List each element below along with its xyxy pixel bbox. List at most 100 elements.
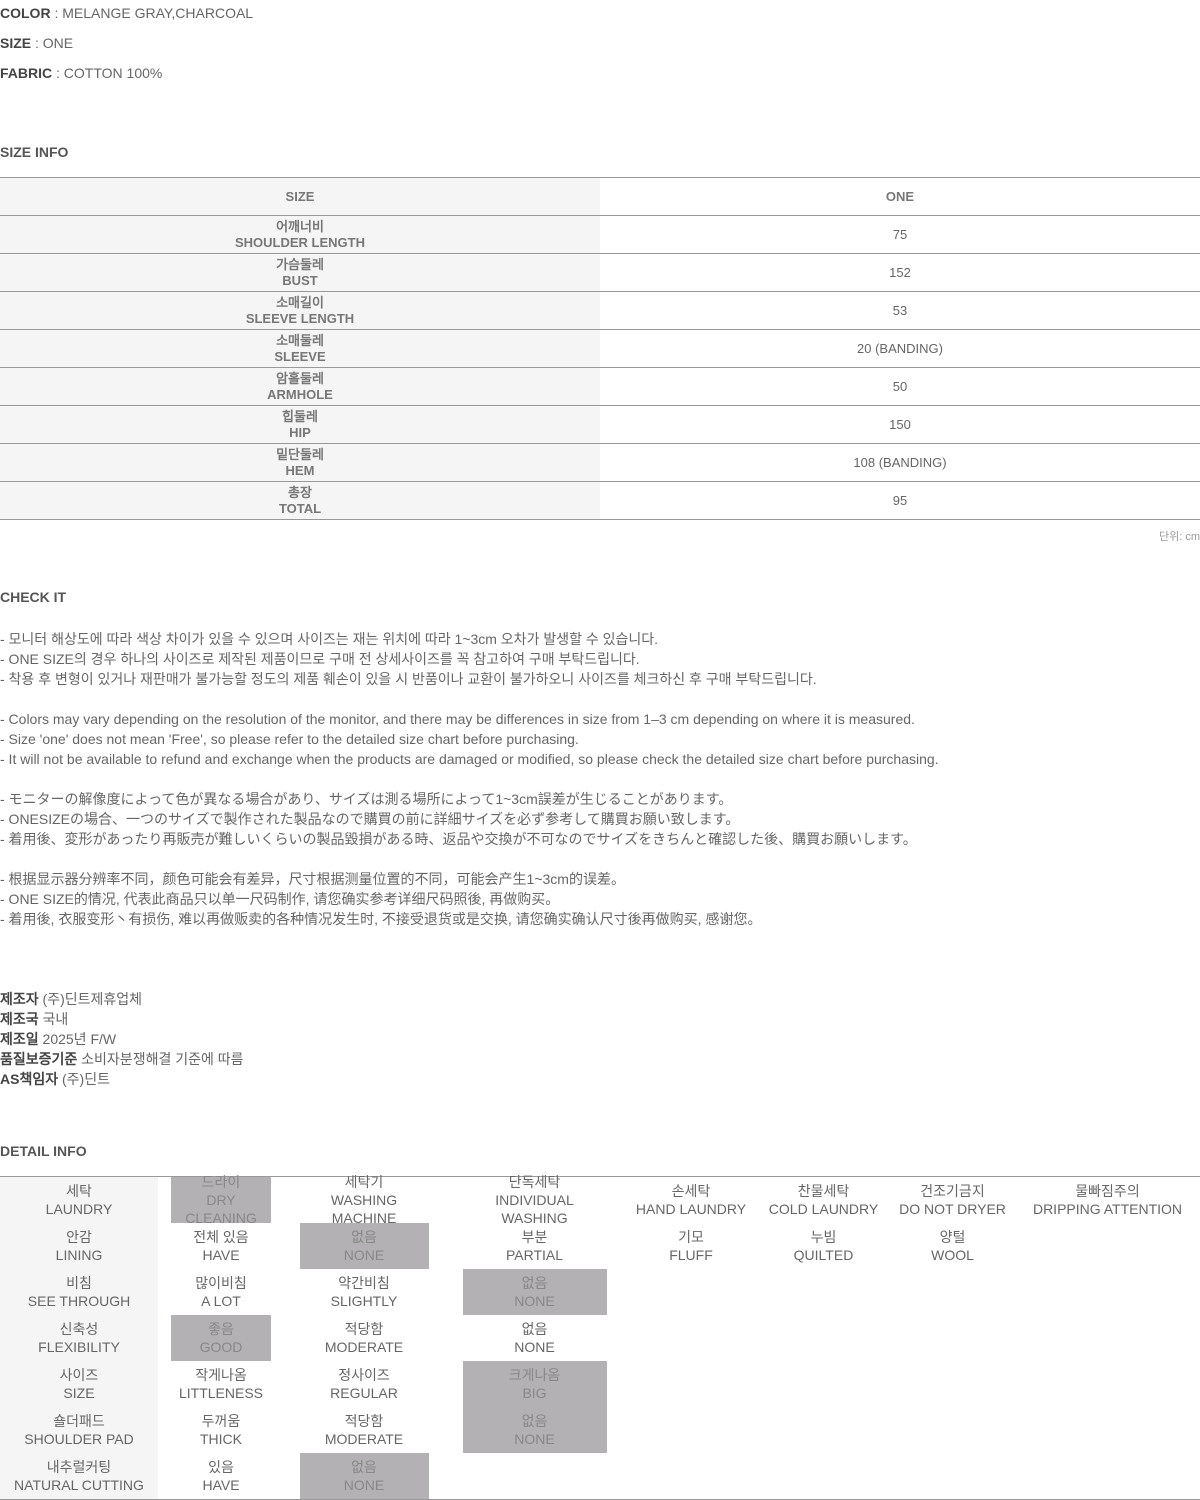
detail-info-title: DETAIL INFO [0,1143,87,1159]
detail-option: 찬물세탁 COLD LAUNDRY [757,1177,890,1223]
detail-label-en: FLEXIBILITY [38,1339,120,1355]
spec-value: : ONE [31,35,74,51]
detail-row: 숄더패드 SHOULDER PAD 두꺼움 THICK 적당함 MODERATE 없음 NON… [0,1407,1200,1453]
detail-label-ko: 비침 [66,1275,92,1291]
detail-label-en: LAUNDRY [45,1201,113,1217]
option-ko: 세탁기 [344,1174,384,1190]
option-en: NONE [343,1477,385,1493]
detail-label: 내추럴커팅 NATURAL CUTTING [0,1453,158,1499]
size-row: 밑단둘레 HEM 108 (BANDING) [0,443,1200,482]
option-ko: 없음 [521,1413,548,1429]
detail-label: 비침 SEE THROUGH [0,1269,158,1315]
detail-option: 누빔 QUILTED [757,1223,890,1269]
option-en: DRY CLEANING [185,1192,257,1226]
detail-label: 숄더패드 SHOULDER PAD [0,1407,158,1453]
measure-ko: 소매둘레 [276,332,324,348]
option-en: DO NOT DRYER [899,1201,1006,1217]
detail-option: 기모 FLUFF [625,1223,757,1269]
size-header-label: SIZE [0,177,600,216]
measure-value: 50 [600,367,1200,406]
measure-en: ARMHOLE [267,386,333,402]
option-en: BIG [522,1385,547,1401]
measure-label: 어깨너비 SHOULDER LENGTH [0,215,600,254]
note-line: - 着用後、変形があったり再販売が難しいくらいの製品毀損がある時、返品や交換が不… [0,831,917,847]
maker-line: 제조일 2025년 F/W [0,1029,244,1049]
option-ko: 양털 [939,1229,966,1245]
option-en: THICK [200,1431,242,1447]
option-ko: 없음 [351,1229,377,1245]
measure-label: 총장 TOTAL [0,481,600,520]
detail-row: 비침 SEE THROUGH 많이비침 A LOT 약간비침 SLIGHTLY 없음 NONE [0,1269,1200,1315]
measure-value: 20 (BANDING) [600,329,1200,368]
option-en: HAVE [202,1477,240,1493]
option-ko: 손세탁 [671,1183,711,1199]
option-en: LITTLENESS [178,1385,264,1401]
detail-option [1015,1223,1200,1269]
measure-en: SHOULDER LENGTH [235,234,365,250]
note-line: - 착용 후 변형이 있거나 재판매가 불가능할 정도의 제품 훼손이 있을 시… [0,671,817,687]
detail-option-selected: 없음 NONE [444,1407,625,1453]
detail-label-ko: 숄더패드 [53,1413,105,1429]
detail-row: 안감 LINING 전체 있음 HAVE 없음 NONE 부분 PARTIAL 기모 FLUFF 누… [0,1223,1200,1269]
measure-value: 152 [600,253,1200,292]
option-ko: 없음 [521,1321,548,1337]
detail-option: 두꺼움 THICK [158,1407,284,1453]
detail-label-en: LINING [55,1247,103,1263]
detail-option: 많이비침 A LOT [158,1269,284,1315]
note-line: - Size 'one' does not mean 'Free', so pl… [0,731,579,747]
detail-option: 양털 WOOL [890,1223,1015,1269]
size-row: 총장 TOTAL 95 [0,481,1200,520]
maker-label: 제조국 [0,1011,39,1027]
option-en: GOOD [199,1339,243,1355]
maker-value: 2025년 F/W [38,1031,117,1047]
detail-option-selected: 없음 NONE [444,1269,625,1315]
spec-line: FABRIC : COTTON 100% [0,65,162,81]
maker-label: 품질보증기준 [0,1051,78,1067]
detail-label-ko: 안감 [66,1229,92,1245]
detail-option-selected: 크게나옴 BIG [444,1361,625,1407]
detail-option: 작게나옴 LITTLENESS [158,1361,284,1407]
detail-option: 단독세탁 INDIVIDUAL WASHING [444,1174,625,1226]
maker-line: AS책임자 (주)딘트 [0,1069,244,1089]
option-en: MODERATE [324,1339,404,1355]
maker-value: 소비자분쟁해결 기준에 따름 [77,1051,244,1067]
measure-ko: 힙둘레 [282,408,318,424]
spec-label: FABRIC [0,65,53,81]
measure-label: 암홀둘레 ARMHOLE [0,367,600,406]
measure-ko: 밑단둘레 [276,446,324,462]
maker-line: 품질보증기준 소비자분쟁해결 기준에 따름 [0,1049,244,1069]
measure-en: TOTAL [278,500,322,516]
option-en: COLD LAUNDRY [768,1201,879,1217]
option-ko: 없음 [521,1275,548,1291]
size-row: 힙둘레 HIP 150 [0,405,1200,444]
measure-en: SLEEVE [274,348,326,364]
note-line: - 모니터 해상도에 따라 색상 차이가 있을 수 있으며 사이즈는 재는 위치… [0,631,659,647]
option-ko: 없음 [351,1459,377,1475]
option-ko: 많이비침 [195,1275,247,1291]
maker-label: 제조자 [0,991,39,1007]
spec-value: : COTTON 100% [52,65,163,81]
detail-row: 신축성 FLEXIBILITY 좋음 GOOD 적당함 MODERATE 없음 NONE [0,1315,1200,1361]
note-line: - モニターの解像度によって色が異なる場合があり、サイズは測る場所によって1~3… [0,791,733,807]
option-en: WOOL [931,1247,974,1263]
option-ko: 물빠짐주의 [1075,1183,1140,1199]
detail-label: 사이즈 SIZE [0,1361,158,1407]
detail-row: 내추럴커팅 NATURAL CUTTING 있음 HAVE 없음 NONE [0,1453,1200,1499]
detail-label: 세탁 LAUNDRY [0,1177,158,1223]
option-ko: 적당함 [344,1321,384,1337]
note-line: - ONE SIZE的情况, 代表此商品只以单一尺码制作, 请您确实参考详细尺码… [0,891,560,907]
measure-ko: 암홀둘레 [276,370,324,386]
detail-option: 전체 있음 HAVE [158,1223,284,1269]
option-en: NONE [343,1247,385,1263]
size-row: 소매길이 SLEEVE LENGTH 53 [0,291,1200,330]
spec-value: : MELANGE GRAY,CHARCOAL [50,5,254,21]
detail-option: 손세탁 HAND LAUNDRY [625,1177,757,1223]
size-row: 소매둘레 SLEEVE 20 (BANDING) [0,329,1200,368]
size-row: 가슴둘레 BUST 152 [0,253,1200,292]
measure-value: 108 (BANDING) [600,443,1200,482]
detail-label: 신축성 FLEXIBILITY [0,1315,158,1361]
option-ko: 좋음 [208,1321,234,1337]
option-en: A LOT [201,1293,241,1309]
detail-row: 사이즈 SIZE 작게나옴 LITTLENESS 정사이즈 REGULAR 크게나옴 BIG [0,1361,1200,1407]
detail-option-selected: 드라이 DRY CLEANING [158,1174,284,1226]
